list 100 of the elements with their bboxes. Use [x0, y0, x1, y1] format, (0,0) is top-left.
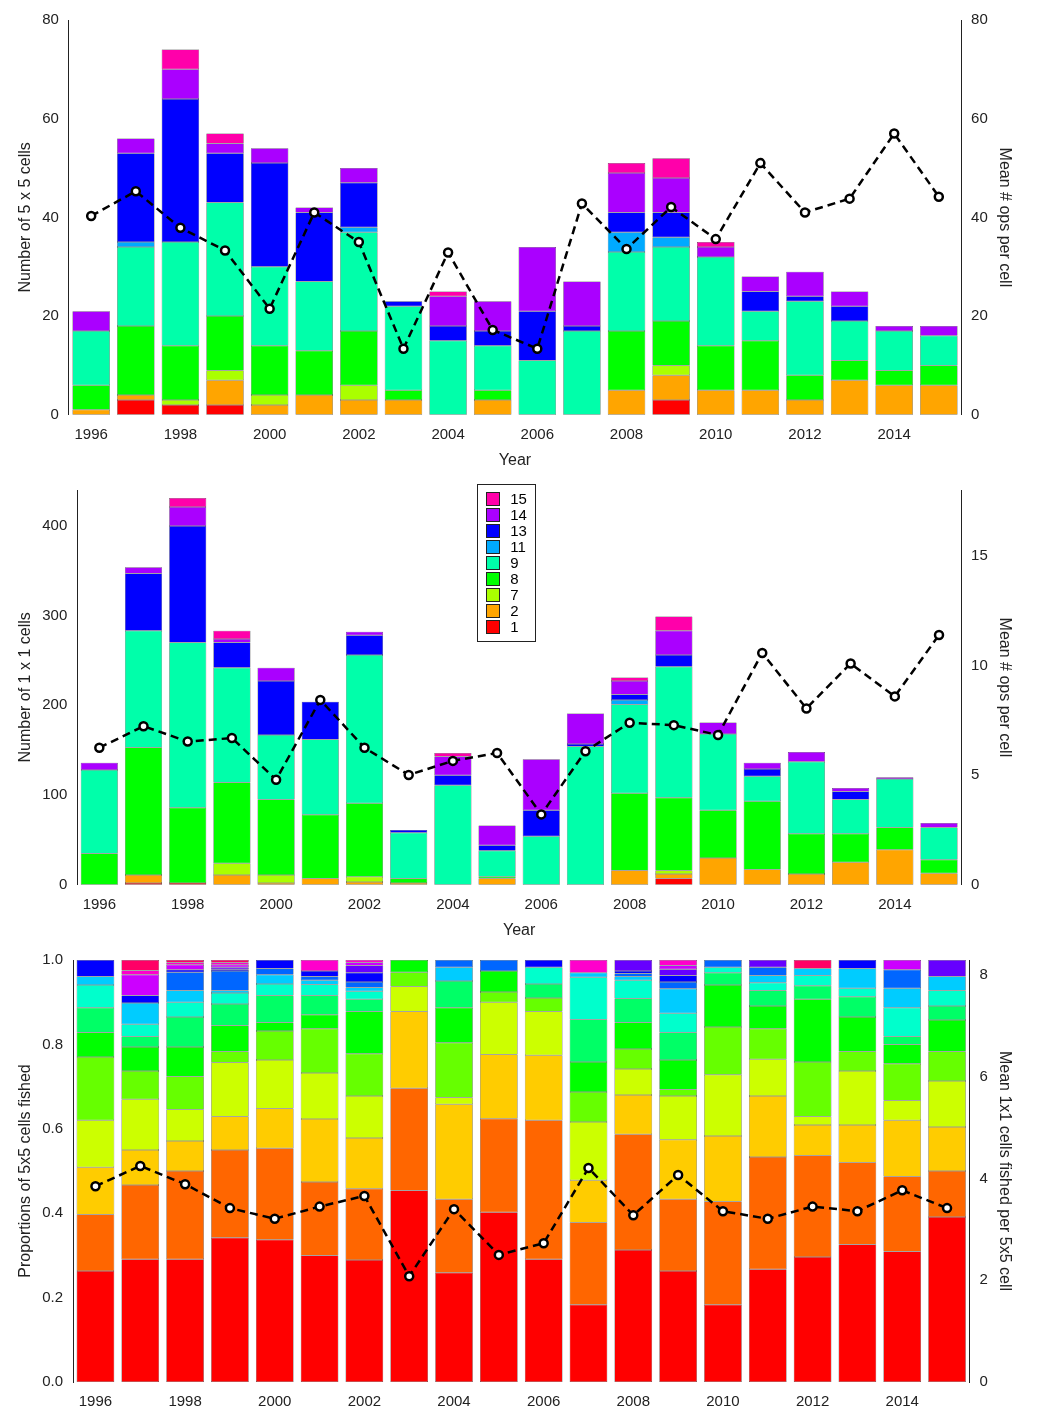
y2-tick-label: 6 — [979, 1067, 988, 1085]
y-tick-label: 200 — [42, 695, 68, 713]
point — [717, 1205, 729, 1217]
point — [807, 1201, 818, 1212]
y-tick-label: 0.8 — [42, 1034, 64, 1052]
point — [269, 1213, 280, 1225]
legend-label: 8 — [510, 570, 519, 587]
x-tick-label: 1998 — [163, 424, 198, 442]
x-tick-label: 2014 — [878, 894, 912, 912]
point — [224, 1202, 236, 1214]
x-tick-label: 2004 — [437, 1392, 471, 1410]
point — [801, 703, 812, 714]
y2-tick-label: 2 — [979, 1270, 988, 1288]
y-tick-label: 0.2 — [42, 1287, 64, 1305]
point — [487, 324, 498, 336]
legend-label: 14 — [510, 506, 527, 523]
point — [226, 732, 238, 744]
y-tick-label: 0.6 — [42, 1118, 64, 1136]
point — [175, 222, 186, 234]
x-tick-label: 2006 — [524, 894, 558, 912]
point — [403, 769, 414, 781]
x-tick-label: 1996 — [82, 894, 117, 912]
point — [710, 233, 721, 245]
x-tick-label: 2008 — [609, 424, 644, 442]
y-tick-label: 400 — [42, 516, 68, 534]
x-tick-label: 2012 — [789, 894, 824, 912]
point — [179, 1178, 191, 1190]
point — [130, 186, 142, 197]
point — [182, 736, 193, 747]
point — [852, 1205, 863, 1217]
point — [628, 1209, 639, 1221]
point — [580, 745, 591, 757]
x-tick-label: 1996 — [74, 424, 108, 442]
y2-tick-label: 8 — [979, 965, 988, 983]
y-tick-label: 100 — [42, 785, 68, 803]
point — [583, 1162, 594, 1174]
point — [353, 236, 365, 248]
point — [712, 729, 724, 741]
point — [799, 207, 811, 218]
y-axis-title: Proportions of 5x5 cells fished — [16, 1064, 34, 1278]
legend-label: 7 — [510, 586, 519, 603]
y-tick-label: 40 — [42, 207, 59, 225]
y-tick-label: 0.0 — [42, 1372, 64, 1390]
x-tick-label: 2004 — [436, 894, 470, 912]
y-tick-label: 0 — [58, 874, 68, 892]
legend-label: 15 — [510, 490, 527, 507]
point — [403, 1271, 415, 1282]
x-tick-label: 2012 — [788, 424, 822, 442]
point — [536, 809, 547, 820]
point — [94, 742, 105, 753]
y-tick-label: 20 — [42, 306, 59, 324]
point — [624, 717, 635, 728]
point — [665, 201, 677, 213]
y-tick-label: 0.4 — [42, 1203, 64, 1221]
x-tick-label: 2002 — [347, 894, 382, 912]
point — [888, 128, 900, 139]
legend-label: 11 — [510, 538, 526, 555]
y2-axis-title: Mean # ops per cell — [996, 147, 1014, 288]
x-tick-label: 2002 — [342, 424, 376, 442]
x-tick-label: 2010 — [699, 424, 733, 442]
x-tick-label: 2004 — [431, 424, 465, 442]
point — [270, 774, 282, 785]
point — [889, 691, 901, 702]
x-tick-label: 2002 — [347, 1392, 382, 1410]
legend-label: 13 — [510, 522, 527, 539]
legend-label: 9 — [510, 554, 519, 571]
y-tick-label: 300 — [42, 605, 68, 623]
y2-tick-label: 10 — [971, 655, 988, 673]
point — [672, 1169, 684, 1181]
point — [755, 157, 766, 169]
y2-axis-title: Mean # ops per cell — [996, 617, 1014, 758]
point — [933, 191, 945, 202]
y-tick-label: 0 — [50, 404, 59, 422]
point — [398, 343, 409, 354]
y2-tick-label: 0 — [971, 874, 980, 892]
x-tick-label: 2014 — [885, 1392, 919, 1410]
point — [359, 742, 370, 753]
point — [219, 245, 231, 256]
y2-tick-label: 60 — [971, 108, 988, 126]
point — [621, 243, 632, 255]
x-tick-label: 2000 — [258, 1392, 292, 1410]
point — [85, 210, 97, 222]
y-axis-title: Number of 5 x 5 cells — [16, 142, 34, 293]
y2-axis-title: Mean 1x1 cells fished per 5x5 cell — [996, 1050, 1014, 1292]
y2-tick-label: 0 — [979, 1372, 988, 1390]
point — [762, 1213, 774, 1225]
x-tick-label: 1998 — [168, 1392, 202, 1410]
point — [941, 1202, 953, 1214]
x-tick-label: 2000 — [259, 894, 293, 912]
point — [668, 719, 680, 731]
point — [264, 303, 275, 314]
point — [538, 1237, 549, 1249]
x-tick-label: 2008 — [612, 894, 647, 912]
x-tick-label: 2006 — [526, 1392, 561, 1410]
y2-tick-label: 4 — [979, 1168, 988, 1186]
x-tick-label: 1998 — [171, 894, 205, 912]
x-axis-title: Year — [503, 920, 537, 938]
point — [448, 1203, 460, 1215]
point — [576, 198, 588, 209]
point — [90, 1181, 101, 1192]
